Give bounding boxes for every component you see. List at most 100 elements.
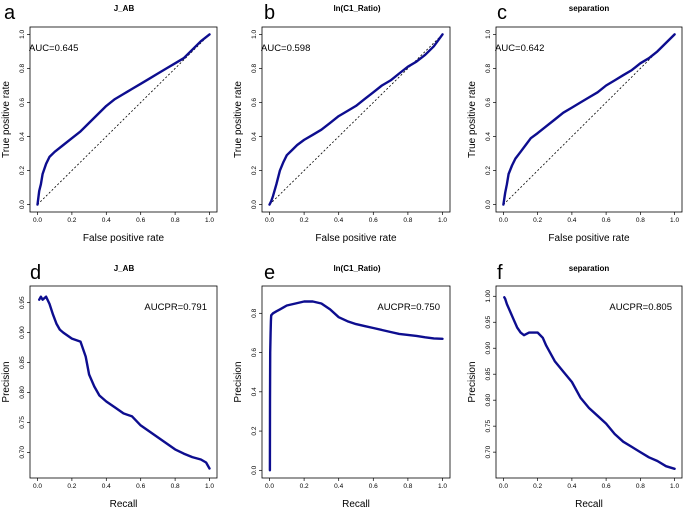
- y-tick-label: 0.6: [19, 98, 26, 107]
- y-tick-label: 0.6: [251, 348, 258, 357]
- x-tick-label: 0.8: [403, 483, 412, 490]
- y-tick-label: 0.4: [251, 387, 258, 396]
- x-axis-label: False positive rate: [83, 233, 165, 244]
- panel-title: separation: [569, 264, 610, 273]
- y-tick-label: 0.95: [19, 296, 26, 309]
- y-tick-label: 0.95: [485, 316, 492, 329]
- y-axis-ticks: 0.70 0.75 0.80 0.85 0.90 0.95: [19, 296, 30, 459]
- x-tick-label: 0.8: [171, 217, 180, 224]
- x-tick-label: 0.0: [265, 217, 274, 224]
- y-axis-label: True positive rate: [1, 81, 12, 158]
- y-axis-ticks: 0.0 0.2 0.4 0.6 0.8 1.0: [19, 30, 30, 209]
- x-tick-label: 1.0: [205, 217, 214, 224]
- x-tick-label: 0.8: [636, 483, 645, 490]
- y-tick-label: 0.0: [485, 200, 492, 209]
- panel-e: e ln(C1_Ratio) 0.0 0.2 0.4 0.6 0.8 1.0 0.0 0.2 0.4…: [233, 262, 451, 507]
- x-axis-label: Recall: [110, 499, 138, 507]
- panel-letter: f: [497, 262, 503, 284]
- x-axis-label: Recall: [342, 499, 370, 507]
- x-tick-label: 0.0: [33, 483, 42, 490]
- chance-diagonal: [503, 34, 675, 205]
- plot-frame: [261, 285, 451, 479]
- x-axis-ticks: 0.0 0.2 0.4 0.6 0.8 1.0: [33, 478, 214, 490]
- y-axis-label: True positive rate: [467, 81, 478, 158]
- y-tick-label: 0.80: [19, 386, 26, 399]
- y-tick-label: 0.90: [19, 326, 26, 339]
- y-tick-label: 0.2: [251, 426, 258, 435]
- y-axis-label: Precision: [1, 361, 12, 402]
- y-tick-label: 0.85: [485, 367, 492, 380]
- aucpr-annotation: AUCPR=0.805: [609, 302, 672, 313]
- x-tick-label: 0.6: [369, 483, 378, 490]
- x-tick-label: 1.0: [438, 483, 447, 490]
- x-axis-label: False positive rate: [315, 233, 397, 244]
- x-tick-label: 0.0: [265, 483, 274, 490]
- plot-frame: [495, 26, 683, 213]
- y-tick-label: 0.90: [485, 342, 492, 355]
- x-axis-ticks: 0.0 0.2 0.4 0.6 0.8 1.0: [265, 478, 447, 490]
- y-axis-ticks: 0.70 0.75 0.80 0.85 0.90 0.95 1.00: [485, 290, 496, 458]
- x-tick-label: 0.2: [533, 483, 542, 490]
- x-axis-ticks: 0.0 0.2 0.4 0.6 0.8 1.0: [499, 478, 679, 490]
- x-tick-label: 0.4: [567, 217, 576, 224]
- panel-title: ln(C1_Ratio): [333, 4, 380, 13]
- y-tick-label: 0.2: [485, 166, 492, 175]
- x-tick-label: 0.4: [102, 217, 111, 224]
- x-tick-label: 0.4: [102, 483, 111, 490]
- x-axis-label: False positive rate: [548, 233, 630, 244]
- x-tick-label: 0.8: [171, 483, 180, 490]
- y-tick-label: 0.75: [485, 419, 492, 432]
- x-axis-ticks: 0.0 0.2 0.4 0.6 0.8 1.0: [499, 212, 679, 224]
- panel-letter: d: [30, 262, 41, 284]
- y-tick-label: 0.75: [19, 416, 26, 429]
- x-tick-label: 0.6: [136, 483, 145, 490]
- x-tick-label: 0.6: [602, 483, 611, 490]
- x-tick-label: 0.4: [567, 483, 576, 490]
- y-tick-label: 0.70: [19, 446, 26, 459]
- aucpr-annotation: AUCPR=0.750: [377, 302, 440, 313]
- y-tick-label: 0.6: [251, 98, 258, 107]
- y-tick-label: 0.8: [251, 64, 258, 73]
- panel-a: a J_AB 0.0 0.2 0.4 0.6 0.8 1.0 0.0 0.2 0.4 0.6 0.8 1.…: [1, 2, 218, 244]
- y-tick-label: 1.00: [485, 290, 492, 303]
- aucpr-annotation: AUCPR=0.791: [144, 302, 207, 313]
- panel-title: J_AB: [114, 264, 135, 273]
- panel-letter: c: [497, 2, 507, 24]
- x-tick-label: 0.6: [369, 217, 378, 224]
- plot-frame: [29, 26, 218, 213]
- panel-d: d J_AB0.0 0.2 0.4 0.6 0.8 1.00.700.750.800.850…: [1, 262, 218, 507]
- x-tick-label: 0.8: [636, 217, 645, 224]
- chance-diagonal: [37, 34, 210, 205]
- x-tick-label: 0.2: [533, 217, 542, 224]
- roc-curve: [502, 33, 676, 206]
- x-tick-label: 0.8: [403, 217, 412, 224]
- y-tick-label: 0.4: [19, 132, 26, 141]
- y-tick-label: 0.85: [19, 356, 26, 369]
- y-tick-label: 0.0: [251, 200, 258, 209]
- y-tick-label: 0.8: [251, 308, 258, 317]
- x-tick-label: 0.6: [602, 217, 611, 224]
- y-tick-label: 0.8: [485, 64, 492, 73]
- y-tick-label: 1.0: [485, 30, 492, 39]
- pr-curve: [268, 300, 444, 472]
- x-tick-label: 0.0: [499, 483, 508, 490]
- x-axis-ticks: 0.0 0.2 0.4 0.6 0.8 1.0: [33, 212, 214, 224]
- x-tick-label: 1.0: [438, 217, 447, 224]
- y-tick-label: 0.4: [251, 132, 258, 141]
- x-axis-ticks: 0.0 0.2 0.4 0.6 0.8 1.0: [265, 212, 447, 224]
- y-tick-label: 0.2: [19, 166, 26, 175]
- panel-title: J_AB: [114, 4, 135, 13]
- auc-annotation: AUC=0.645: [29, 43, 78, 54]
- y-tick-label: 0.2: [251, 166, 258, 175]
- y-axis-label: Precision: [467, 361, 478, 402]
- auc-annotation: AUC=0.598: [261, 43, 310, 54]
- y-tick-label: 0.0: [251, 465, 258, 474]
- y-tick-label: 0.8: [19, 64, 26, 73]
- y-axis-label: Precision: [233, 361, 244, 402]
- panel-letter: a: [4, 2, 16, 24]
- plot-frame: [261, 26, 451, 213]
- y-tick-label: 1.0: [19, 30, 26, 39]
- y-axis-ticks: 0.0 0.2 0.4 0.6 0.8 1.0: [251, 30, 262, 209]
- x-tick-label: 0.4: [334, 483, 343, 490]
